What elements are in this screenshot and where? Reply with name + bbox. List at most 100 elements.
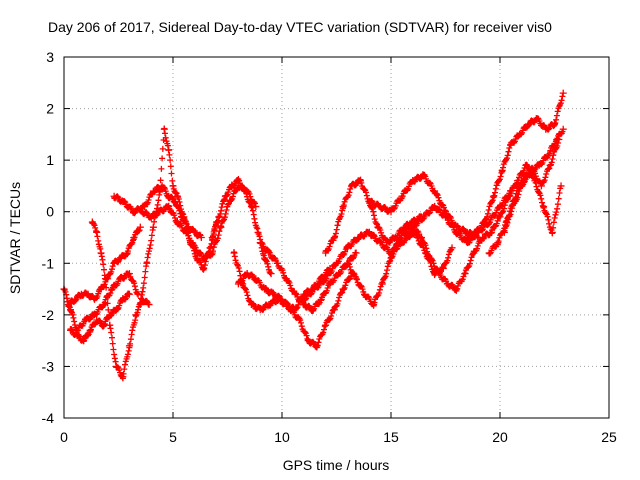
series-sat-b: [64, 223, 144, 310]
data-point: [365, 228, 373, 236]
series-sat-c: [88, 218, 153, 382]
x-tick-label: 0: [60, 429, 68, 445]
series-sat-u: [500, 125, 567, 236]
data-point: [509, 197, 517, 205]
data-point: [516, 130, 524, 138]
data-point: [182, 228, 190, 236]
data-point: [409, 223, 417, 231]
data-point: [149, 223, 157, 231]
data-point: [470, 249, 478, 257]
data-point: [376, 203, 384, 211]
x-tick-label: 20: [492, 429, 508, 445]
data-point: [398, 192, 406, 200]
data-point: [112, 362, 120, 370]
data-point: [278, 295, 286, 303]
data-point: [112, 306, 120, 314]
data-point: [117, 254, 125, 262]
data-point: [322, 275, 330, 283]
data-point: [461, 270, 469, 278]
data-point: [496, 213, 504, 221]
data-point: [265, 249, 273, 257]
data-point: [97, 285, 105, 293]
data-point: [191, 228, 199, 236]
data-point: [180, 213, 188, 221]
data-point: [67, 306, 75, 314]
data-point: [313, 342, 321, 350]
data-point: [496, 203, 504, 211]
data-point: [387, 208, 395, 216]
data-point: [378, 280, 386, 288]
series-sat-r: [463, 89, 567, 243]
data-point: [282, 275, 290, 283]
data-point: [256, 239, 264, 247]
data-point: [130, 208, 138, 216]
data-point: [343, 259, 351, 267]
data-point: [435, 270, 443, 278]
data-point: [361, 290, 369, 298]
data-point: [463, 234, 471, 241]
data-point: [531, 177, 539, 185]
data-point: [533, 115, 541, 123]
series-sat-q: [398, 187, 515, 247]
y-tick-label: -1: [42, 255, 55, 271]
data-point: [136, 223, 144, 231]
data-point: [173, 192, 181, 200]
data-point: [354, 234, 362, 241]
data-point: [101, 275, 109, 283]
series-sat-h: [208, 176, 275, 278]
data-point: [485, 249, 493, 257]
data-point: [125, 290, 133, 298]
x-axis-label: GPS time / hours: [283, 457, 390, 473]
data-point: [64, 301, 72, 309]
data-point: [241, 187, 249, 195]
data-point: [67, 326, 75, 334]
data-point: [138, 295, 146, 303]
data-point: [200, 264, 208, 272]
data-point: [524, 120, 532, 128]
plot-frame: [63, 56, 610, 419]
data-point: [330, 234, 338, 241]
data-point: [348, 182, 356, 190]
data-point: [117, 275, 125, 283]
data-point: [335, 270, 343, 278]
data-point: [165, 192, 173, 200]
data-point: [200, 254, 208, 262]
data-point: [252, 275, 260, 283]
data-point: [374, 223, 382, 231]
y-tick-label: 1: [46, 152, 54, 168]
data-point: [322, 321, 330, 329]
data-point: [73, 331, 81, 339]
data-point: [322, 249, 330, 257]
data-point: [311, 285, 319, 293]
data-point: [247, 203, 255, 211]
data-point: [254, 228, 262, 236]
data-point: [489, 192, 497, 200]
series-sat-k: [256, 239, 360, 314]
data-point: [551, 120, 558, 128]
data-point: [431, 203, 439, 211]
data-point: [505, 192, 513, 200]
data-point: [88, 218, 96, 226]
y-tick-label: 2: [46, 101, 54, 117]
data-point: [221, 192, 229, 200]
data-point: [234, 280, 242, 288]
data-point: [356, 177, 364, 185]
data-point: [106, 321, 114, 329]
chart-title: Day 206 of 2017, Sidereal Day-to-day VTE…: [48, 19, 552, 35]
series-sat-d: [67, 290, 133, 345]
data-point: [540, 203, 548, 211]
data-point: [130, 234, 138, 241]
x-tick-label: 5: [169, 429, 177, 445]
data-point: [169, 182, 177, 190]
data-point: [339, 285, 347, 293]
data-markers: [60, 89, 567, 382]
data-point: [136, 301, 144, 309]
y-axis-label: SDTVAR / TECUs: [7, 182, 23, 294]
data-point: [448, 244, 456, 252]
x-tick-label: 25: [601, 429, 617, 445]
data-point: [99, 301, 107, 309]
data-point: [84, 290, 92, 298]
y-tick-label: -3: [42, 358, 55, 374]
data-point: [507, 141, 515, 149]
